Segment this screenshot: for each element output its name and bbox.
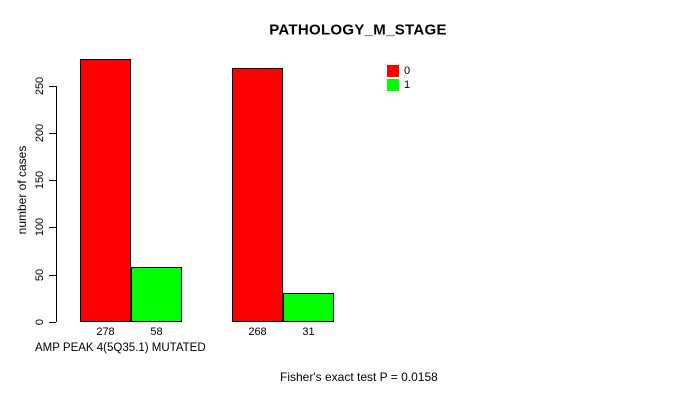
fisher-test-annotation: Fisher's exact test P = 0.0158 xyxy=(280,370,438,384)
y-tick xyxy=(49,227,56,229)
chart-title: PATHOLOGY_M_STAGE xyxy=(269,21,447,39)
y-tick xyxy=(49,85,56,87)
y-tick xyxy=(49,322,56,323)
bar-value-label: 278 xyxy=(96,326,115,338)
legend-label: 0 xyxy=(404,65,411,77)
bar-value-label: 31 xyxy=(302,326,315,338)
x-axis-title: AMP PEAK 4(5Q35.1) MUTATED xyxy=(35,342,206,354)
y-tick-label: 200 xyxy=(34,123,46,142)
y-tick xyxy=(49,132,56,134)
bar xyxy=(283,292,334,322)
y-tick-label: 150 xyxy=(34,170,46,190)
legend-row: 1 xyxy=(387,78,410,92)
y-tick-label: 100 xyxy=(34,218,46,237)
y-tick-label: 250 xyxy=(34,76,46,95)
bar-value-label: 58 xyxy=(150,326,163,338)
y-tick-label: 50 xyxy=(34,268,46,281)
bar xyxy=(131,267,182,322)
y-tick xyxy=(49,274,56,276)
bar xyxy=(80,59,131,322)
y-tick-label: 0 xyxy=(34,318,46,326)
legend-row: 0 xyxy=(387,64,410,78)
bar-value-label: 268 xyxy=(248,326,267,338)
y-tick xyxy=(49,180,56,182)
bar xyxy=(232,68,283,322)
legend-swatch xyxy=(387,65,399,77)
legend-swatch xyxy=(387,79,399,91)
y-axis-title: number of cases xyxy=(15,145,29,235)
y-axis-line xyxy=(56,85,57,322)
legend-label: 1 xyxy=(404,79,411,91)
